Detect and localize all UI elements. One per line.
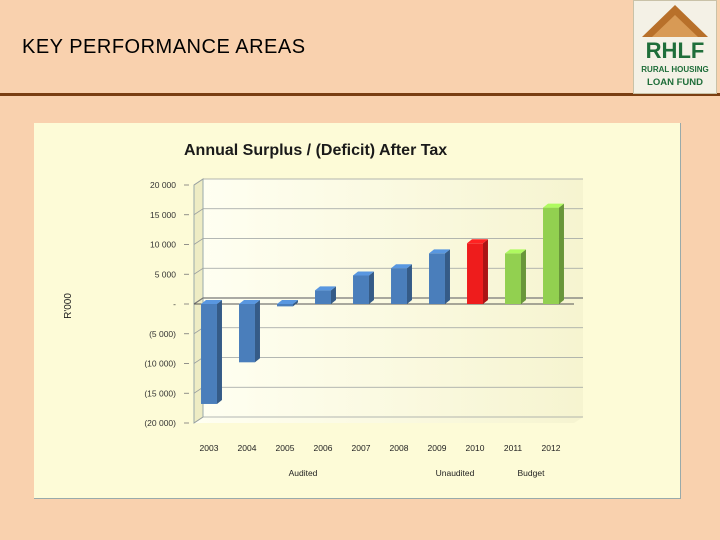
bar-top xyxy=(239,300,260,304)
x-tick-label: 2009 xyxy=(428,443,447,453)
bar-2008 xyxy=(391,264,412,304)
group-label-audited: Audited xyxy=(289,468,318,478)
logo-abbr: RHLF xyxy=(646,38,705,63)
bar-top xyxy=(429,249,450,254)
y-tick-label: - xyxy=(173,299,176,309)
bar-side xyxy=(292,300,298,307)
bar-top xyxy=(505,249,526,254)
group-label-budget: Budget xyxy=(518,468,546,478)
bar-front xyxy=(543,207,559,304)
bar-2010 xyxy=(467,239,488,304)
gridline xyxy=(193,238,583,245)
bar-top xyxy=(543,203,564,208)
bar-side xyxy=(482,239,488,304)
bar-side xyxy=(406,264,412,304)
y-tick-label: 5 000 xyxy=(155,269,177,279)
bar-front xyxy=(201,304,217,404)
bar-2012 xyxy=(543,203,564,304)
y-tick-label: 20 000 xyxy=(150,180,176,190)
bar-top xyxy=(315,286,336,291)
y-tick-label: (15 000) xyxy=(144,388,176,398)
logo-line1: RURAL HOUSING xyxy=(641,65,708,74)
x-tick-label: 2007 xyxy=(352,443,371,453)
bar-front xyxy=(239,304,255,363)
bar-2007 xyxy=(353,271,374,304)
y-tick-label: 10 000 xyxy=(150,240,176,250)
bar-side xyxy=(368,271,374,304)
chart-title: Annual Surplus / (Deficit) After Tax xyxy=(184,142,447,159)
bar-top xyxy=(391,264,412,269)
gridline xyxy=(193,178,583,186)
bar-side xyxy=(558,203,564,304)
group-label-unaudited: Unaudited xyxy=(436,468,475,478)
bar-front xyxy=(277,304,293,307)
bar-top xyxy=(201,300,222,304)
y-axis-label: R'000 xyxy=(63,293,74,319)
bar-2006 xyxy=(315,286,336,304)
bar-top xyxy=(277,300,298,304)
bar-2011 xyxy=(505,249,526,304)
bar-top xyxy=(467,239,488,244)
logo-line2: LOAN FUND xyxy=(647,77,703,88)
title-divider xyxy=(0,93,720,96)
bar-2009 xyxy=(429,249,450,304)
bar-2003 xyxy=(201,300,222,404)
bar-2004 xyxy=(239,300,260,363)
x-tick-label: 2011 xyxy=(504,443,523,453)
chart-panel: 20 000 15 000 10 000 5 000 - (5 000) (10 000) (… xyxy=(34,123,681,499)
bar-side xyxy=(444,249,450,304)
bar-side xyxy=(216,300,222,404)
x-tick-label: 2010 xyxy=(466,443,485,453)
rhlf-logo-graphic: RHLF RURAL HOUSING LOAN FUND xyxy=(641,5,709,88)
gridline xyxy=(193,267,583,275)
slide-title: KEY PERFORMANCE AREAS xyxy=(22,36,306,58)
y-tick-label: 15 000 xyxy=(150,210,176,220)
y-tick-label: (5 000) xyxy=(149,329,176,339)
bar-side xyxy=(254,300,260,363)
x-tick-label: 2003 xyxy=(200,443,219,453)
gridline xyxy=(193,416,583,424)
y-tick-label: (10 000) xyxy=(144,359,176,369)
x-tick-label: 2005 xyxy=(276,443,295,453)
bar-front xyxy=(467,243,483,304)
y-tick-label: (20 000) xyxy=(144,418,176,428)
rhlf-logo: RHLF RURAL HOUSING LOAN FUND xyxy=(633,0,717,94)
bar-side xyxy=(520,249,526,304)
x-tick-label: 2004 xyxy=(238,443,257,453)
bar-top xyxy=(353,271,374,276)
x-tick-label: 2006 xyxy=(314,443,333,453)
bar-front xyxy=(353,275,369,304)
bar-2005 xyxy=(277,300,298,307)
bar-front xyxy=(505,253,521,304)
bar-front xyxy=(315,290,331,304)
x-tick-label: 2008 xyxy=(390,443,409,453)
gridline xyxy=(193,297,583,305)
bar-side xyxy=(330,286,336,304)
bar-front xyxy=(391,268,407,304)
bar-front xyxy=(429,253,445,304)
x-tick-label: 2012 xyxy=(542,443,561,453)
gridline xyxy=(193,208,583,216)
surplus-chart: 20 000 15 000 10 000 5 000 - (5 000) (10 000) (… xyxy=(63,142,583,478)
